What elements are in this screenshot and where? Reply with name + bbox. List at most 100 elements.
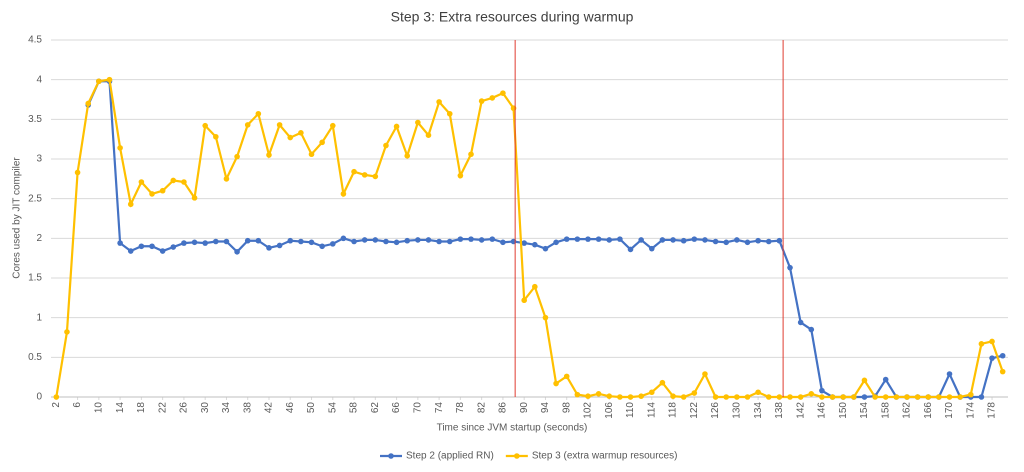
data-point: [936, 394, 942, 400]
data-point: [734, 394, 740, 400]
data-point: [276, 242, 283, 249]
data-point: [691, 236, 698, 242]
data-point: [904, 394, 910, 400]
data-point: [659, 379, 666, 386]
legend-swatch: [514, 453, 520, 459]
data-point: [478, 237, 485, 243]
y-tick-label: 0.5: [28, 352, 42, 363]
data-point: [553, 380, 559, 387]
data-point: [478, 98, 485, 104]
data-point: [425, 237, 432, 243]
legend-label: Step 3 (extra warmup resources): [532, 451, 678, 462]
data-point: [74, 169, 81, 176]
data-point: [776, 237, 783, 244]
data-point: [893, 394, 900, 400]
data-point: [808, 326, 815, 333]
data-point: [670, 237, 676, 243]
x-tick-label: 130: [731, 402, 742, 419]
x-tick-label: 150: [838, 402, 849, 419]
data-point: [319, 139, 325, 146]
data-point: [808, 391, 815, 397]
data-point: [755, 389, 761, 396]
data-point: [989, 338, 995, 345]
data-point: [638, 237, 644, 243]
data-point: [329, 122, 336, 129]
data-point: [446, 238, 453, 245]
data-point: [627, 394, 634, 400]
data-point: [574, 236, 581, 242]
data-point: [234, 153, 240, 160]
data-point: [978, 394, 985, 400]
data-point: [765, 238, 772, 245]
data-point: [627, 246, 634, 253]
x-tick-label: 110: [625, 402, 636, 418]
data-point: [861, 377, 868, 384]
data-point: [436, 99, 442, 105]
data-point: [744, 394, 751, 400]
data-point: [457, 172, 464, 179]
data-point: [287, 237, 294, 244]
data-point: [298, 238, 304, 245]
data-point: [159, 248, 166, 254]
x-tick-label: 114: [646, 402, 657, 418]
y-tick-label: 1: [36, 312, 42, 323]
x-tick-label: 66: [391, 402, 402, 414]
data-point: [670, 393, 676, 400]
data-point: [298, 130, 304, 136]
data-point: [117, 240, 123, 246]
data-point: [287, 134, 294, 141]
x-tick-label: 178: [987, 402, 998, 419]
data-point: [872, 394, 878, 400]
x-tick-label: 86: [498, 402, 509, 414]
data-point: [106, 76, 113, 83]
x-tick-label: 78: [455, 402, 466, 414]
data-point: [436, 238, 442, 245]
y-tick-label: 1.5: [28, 273, 42, 284]
data-point: [978, 341, 985, 347]
data-point: [787, 394, 793, 400]
data-point: [542, 314, 549, 321]
data-point: [138, 243, 145, 250]
data-point: [712, 394, 719, 400]
data-point: [340, 191, 347, 197]
data-point: [680, 394, 687, 400]
legend-label: Step 2 (applied RN): [406, 451, 494, 462]
data-point: [266, 152, 272, 158]
data-point: [372, 173, 379, 180]
data-point: [574, 391, 581, 398]
data-point: [648, 389, 655, 396]
data-point: [744, 239, 751, 246]
x-axis-label: Time since JVM startup (seconds): [437, 423, 588, 434]
data-point: [840, 394, 846, 400]
x-tick-label: 166: [923, 402, 934, 419]
data-point: [351, 168, 357, 175]
data-point: [351, 238, 357, 245]
data-point: [563, 236, 570, 242]
data-point: [85, 100, 92, 107]
data-point: [308, 239, 315, 246]
data-point: [723, 394, 730, 400]
data-point: [765, 394, 772, 400]
x-tick-label: 82: [476, 402, 487, 414]
data-point: [117, 145, 123, 151]
data-point: [170, 244, 177, 250]
data-point: [361, 237, 368, 243]
x-tick-label: 158: [880, 402, 891, 419]
data-point: [532, 283, 538, 290]
x-tick-label: 174: [965, 402, 976, 419]
x-tick-label: 90: [519, 402, 530, 414]
x-tick-label: 14: [115, 402, 126, 414]
x-tick-label: 162: [902, 402, 913, 419]
data-point: [617, 394, 623, 400]
data-point: [96, 78, 102, 85]
data-point: [319, 243, 325, 250]
data-point: [542, 245, 549, 252]
x-tick-label: 58: [349, 402, 360, 414]
data-point: [170, 177, 177, 184]
x-tick-label: 34: [221, 402, 232, 414]
data-point: [585, 236, 591, 242]
data-point: [223, 238, 230, 245]
data-point: [361, 172, 368, 178]
data-point: [393, 123, 400, 130]
data-point: [340, 235, 347, 242]
